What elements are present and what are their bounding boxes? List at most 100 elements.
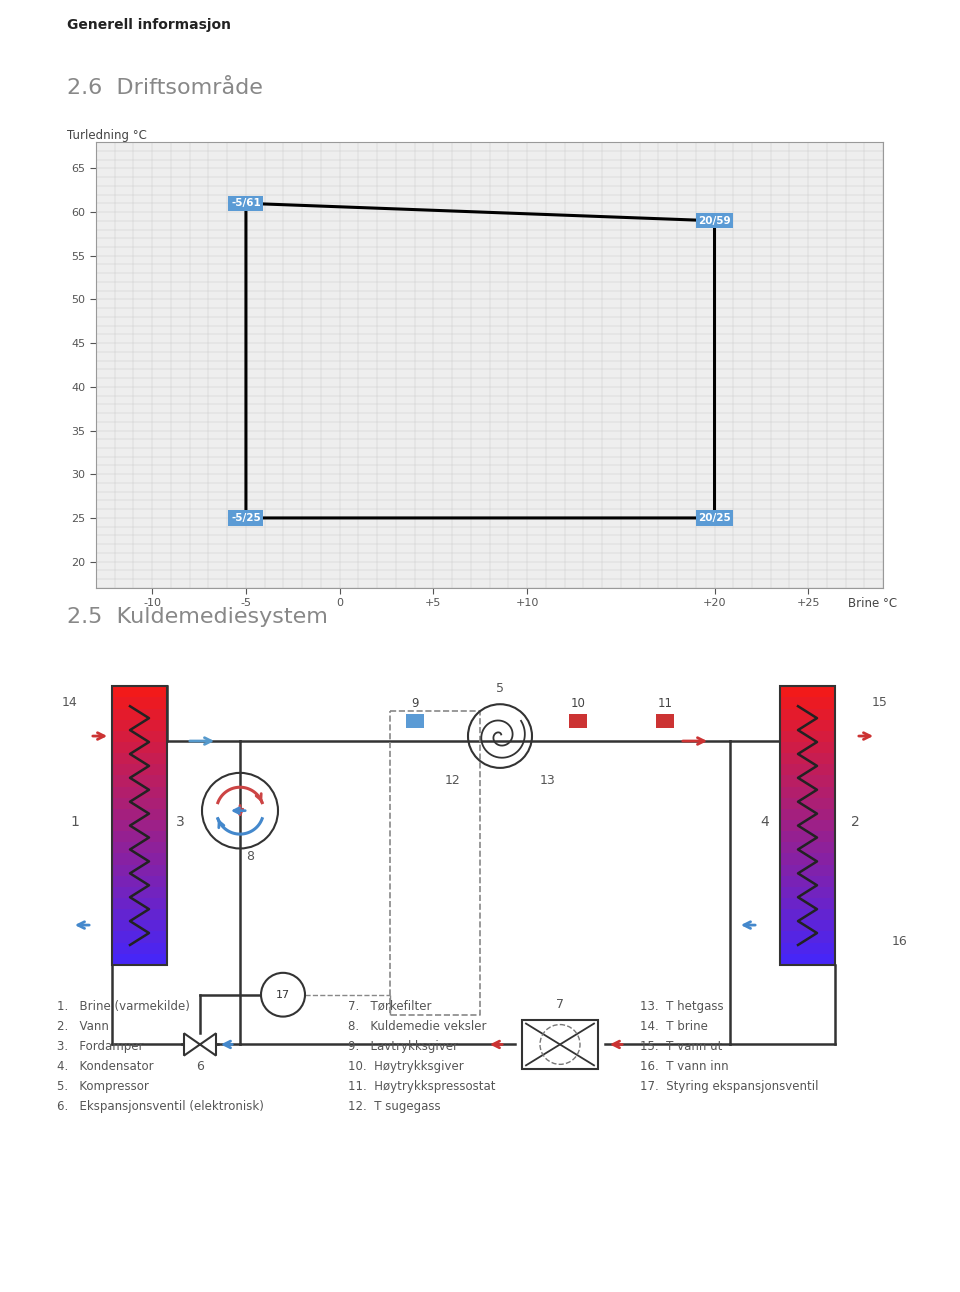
Bar [780, 943, 835, 955]
Text: 16.  T vann inn: 16. T vann inn [639, 1059, 729, 1074]
Bar [780, 797, 835, 809]
Text: 16: 16 [892, 935, 908, 948]
Bar [112, 698, 167, 709]
Bar [112, 842, 167, 854]
Bar [112, 720, 167, 731]
Bar [780, 731, 835, 743]
Bar [112, 932, 167, 943]
Text: 13: 13 [540, 774, 556, 787]
Text: 10.  Høytrykksgiver: 10. Høytrykksgiver [348, 1059, 464, 1074]
Bar [780, 742, 835, 753]
Bar [569, 714, 587, 729]
Bar [112, 854, 167, 866]
Text: 6: 6 [196, 1059, 204, 1072]
Bar [112, 742, 167, 753]
Text: 3.   Fordamper: 3. Fordamper [57, 1040, 143, 1053]
Bar [522, 1019, 598, 1070]
Text: 2: 2 [851, 814, 859, 828]
Bar [780, 864, 835, 876]
Text: 9: 9 [411, 696, 419, 709]
Bar [112, 765, 167, 776]
Bar [112, 686, 167, 698]
Text: 15.  T vann ut: 15. T vann ut [639, 1040, 722, 1053]
Text: 8: 8 [246, 850, 254, 863]
Text: -5/61: -5/61 [231, 198, 261, 208]
Text: 11: 11 [658, 696, 673, 709]
Circle shape [261, 973, 305, 1017]
Text: 15: 15 [872, 696, 888, 709]
Text: 12.  T sugegass: 12. T sugegass [348, 1101, 441, 1114]
Text: 2.   Vann: 2. Vann [57, 1021, 108, 1034]
Text: 7.   Tørkefilter: 7. Tørkefilter [348, 1000, 432, 1013]
Text: 1: 1 [71, 814, 80, 828]
Text: 5.   Kompressor: 5. Kompressor [57, 1080, 149, 1093]
Text: 4.   Kondensator: 4. Kondensator [57, 1059, 154, 1074]
Bar [780, 886, 835, 898]
Bar [112, 910, 167, 921]
Bar [780, 787, 835, 798]
Text: -5/25: -5/25 [231, 513, 261, 523]
Text: 2.6  Driftsområde: 2.6 Driftsområde [67, 78, 263, 97]
Bar [112, 876, 167, 888]
Bar [780, 820, 835, 832]
Bar [780, 898, 835, 910]
Bar [112, 797, 167, 809]
Text: 13.  T hetgass: 13. T hetgass [639, 1000, 724, 1013]
Bar [112, 753, 167, 765]
Text: 8.   Kuldemedie veksler: 8. Kuldemedie veksler [348, 1021, 487, 1034]
Bar [780, 932, 835, 943]
Text: 7: 7 [556, 997, 564, 1010]
Text: 20/25: 20/25 [698, 513, 731, 523]
Text: 12: 12 [445, 774, 461, 787]
Text: 2.5  Kuldemediesystem: 2.5 Kuldemediesystem [67, 607, 328, 627]
Bar [780, 920, 835, 932]
Text: 20/59: 20/59 [698, 216, 731, 226]
Bar [780, 809, 835, 820]
Bar [780, 831, 835, 842]
Text: Turledning °C: Turledning °C [67, 129, 147, 142]
Bar [112, 787, 167, 798]
Bar [656, 714, 674, 729]
Bar [112, 686, 167, 965]
Bar [780, 686, 835, 698]
Bar [780, 720, 835, 731]
Bar [112, 775, 167, 787]
Bar [780, 753, 835, 765]
Text: 17.  Styring ekspansjonsventil: 17. Styring ekspansjonsventil [639, 1080, 818, 1093]
Bar [780, 953, 835, 965]
Bar [112, 886, 167, 898]
Text: 17: 17 [276, 990, 290, 1000]
Bar [780, 708, 835, 720]
Text: 5: 5 [496, 682, 504, 695]
Text: 1.   Brine (varmekilde): 1. Brine (varmekilde) [57, 1000, 190, 1013]
Bar [112, 953, 167, 965]
Bar [112, 809, 167, 820]
Text: 9.   Lavtrykksgiver: 9. Lavtrykksgiver [348, 1040, 458, 1053]
Text: 4: 4 [760, 814, 769, 828]
Bar [112, 920, 167, 932]
Text: 10: 10 [570, 696, 586, 709]
Bar [112, 820, 167, 832]
Bar [780, 765, 835, 776]
Text: 11.  Høytrykkspressostat: 11. Høytrykkspressostat [348, 1080, 495, 1093]
Text: 14    CTC EcoPart 400: 14 CTC EcoPart 400 [48, 1253, 231, 1269]
Bar [780, 698, 835, 709]
Text: Brine °C: Brine °C [849, 597, 898, 610]
Bar [780, 842, 835, 854]
Text: 3: 3 [176, 814, 184, 828]
Bar [112, 708, 167, 720]
Bar [112, 898, 167, 910]
Text: Generell informasjon: Generell informasjon [67, 18, 231, 31]
Polygon shape [184, 1034, 216, 1056]
Bar [112, 864, 167, 876]
Bar [780, 686, 835, 965]
Bar [780, 854, 835, 866]
Text: 14: 14 [62, 696, 78, 709]
Bar [112, 731, 167, 743]
Bar [780, 910, 835, 921]
Bar [780, 775, 835, 787]
Text: 14.  T brine: 14. T brine [639, 1021, 708, 1034]
Bar [406, 714, 424, 729]
Bar [112, 943, 167, 955]
Bar [112, 831, 167, 842]
